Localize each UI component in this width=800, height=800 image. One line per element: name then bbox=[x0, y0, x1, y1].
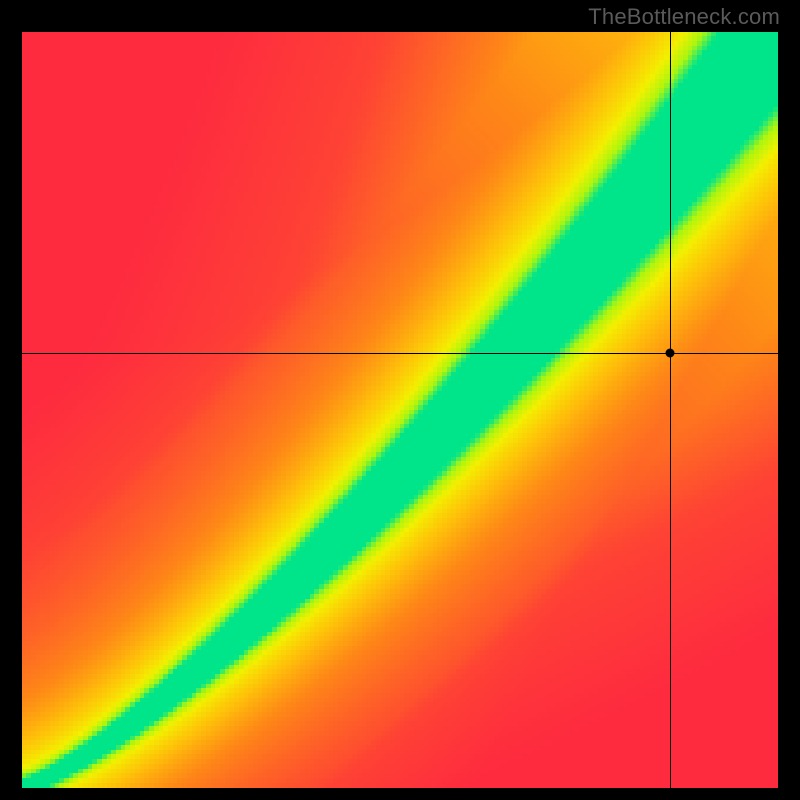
heatmap-plot bbox=[22, 32, 778, 788]
watermark-text: TheBottleneck.com bbox=[588, 4, 780, 30]
heatmap-canvas bbox=[22, 32, 778, 788]
